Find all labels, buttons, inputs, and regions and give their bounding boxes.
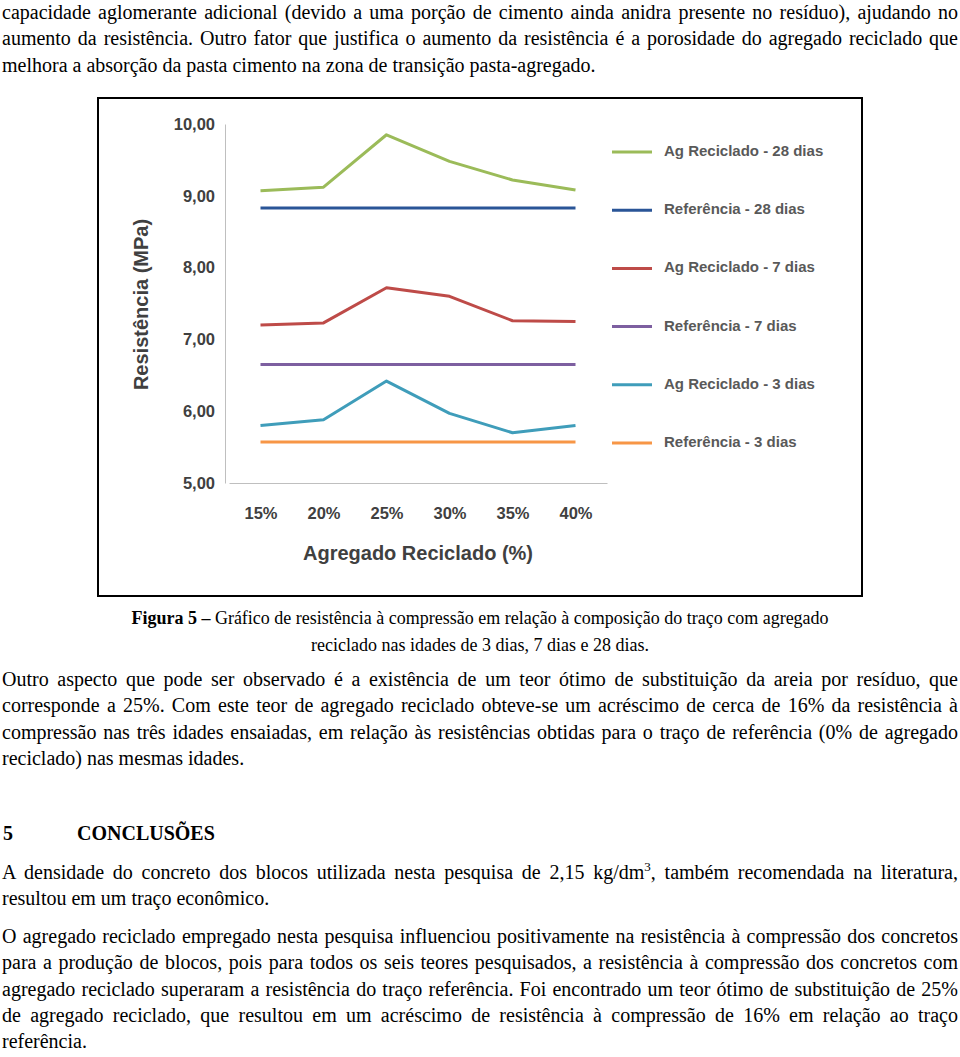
y-axis-title: Resistência (MPa) bbox=[130, 219, 152, 390]
paragraph: A densidade do concreto dos blocos utili… bbox=[2, 859, 958, 912]
x-axis: 15% 20% 25% 30% 35% 40% bbox=[230, 483, 608, 522]
legend-swatch bbox=[612, 267, 652, 270]
x-tick-label: 35% bbox=[496, 504, 529, 522]
caption: Figura 5 – Gráfico de resistência à comp… bbox=[100, 605, 860, 659]
legend-label: Ag Reciclado - 7 dias bbox=[664, 258, 815, 275]
y-tick-label: 10,00 bbox=[174, 115, 215, 133]
x-tick-label: 20% bbox=[307, 504, 340, 522]
y-tick-label: 9,00 bbox=[183, 187, 215, 205]
x-tick: 15% bbox=[244, 483, 277, 522]
caption-label: Figura 5 – bbox=[131, 608, 210, 628]
chart-frame bbox=[98, 98, 862, 596]
legend-label: Ag Reciclado - 28 dias bbox=[664, 142, 823, 159]
superscript: 3 bbox=[644, 859, 651, 874]
chart: 5,00 6,00 7,00 8,00 9,00 10,00 15% 20% 25% 30% 35%… bbox=[97, 97, 863, 597]
legend: Ag Reciclado - 28 dias Referência - 28 di… bbox=[612, 142, 823, 450]
section-number: 5 bbox=[3, 822, 13, 844]
paragraph-text: A densidade do concreto dos blocos utili… bbox=[2, 861, 644, 883]
legend-swatch bbox=[612, 151, 652, 154]
y-tick: 6,00 bbox=[183, 402, 225, 420]
y-tick: 9,00 bbox=[183, 187, 225, 205]
y-tick: 8,00 bbox=[183, 258, 225, 276]
y-tick: 7,00 bbox=[183, 330, 225, 348]
y-tick: 5,00 bbox=[183, 474, 225, 492]
paragraph: O agregado reciclado empregado nesta pes… bbox=[2, 923, 958, 1054]
y-tick: 10,00 bbox=[174, 115, 225, 133]
y-axis-line bbox=[225, 125, 226, 484]
x-tick-label: 15% bbox=[244, 504, 277, 522]
paragraph-text: O agregado reciclado empregado nesta pes… bbox=[2, 925, 958, 1052]
legend-swatch bbox=[612, 325, 652, 328]
legend-swatch bbox=[612, 209, 652, 212]
x-tick: 20% bbox=[307, 483, 340, 522]
caption-text: Gráfico de resistência à compressão em r… bbox=[215, 608, 829, 655]
y-tick-label: 6,00 bbox=[183, 402, 215, 420]
x-tick-label: 40% bbox=[559, 504, 592, 522]
y-tick-label: 5,00 bbox=[183, 474, 215, 492]
x-tick-label: 25% bbox=[370, 504, 403, 522]
y-tick-label: 7,00 bbox=[183, 330, 215, 348]
legend-label: Referência - 28 dias bbox=[664, 200, 805, 217]
y-axis: 5,00 6,00 7,00 8,00 9,00 10,00 bbox=[174, 115, 226, 492]
series-line bbox=[261, 288, 576, 325]
x-tick-label: 30% bbox=[433, 504, 466, 522]
series-line bbox=[261, 363, 576, 366]
section-heading: 5CONCLUSÕES bbox=[3, 820, 13, 846]
x-axis-line bbox=[230, 483, 608, 484]
x-tick: 35% bbox=[496, 483, 529, 522]
paragraph: Outro aspecto que pode ser observado é a… bbox=[2, 666, 958, 771]
series-line bbox=[261, 381, 576, 433]
legend-swatch bbox=[612, 383, 652, 386]
x-tick: 25% bbox=[370, 483, 403, 522]
series-line bbox=[261, 135, 576, 191]
legend-label: Referência - 3 dias bbox=[664, 433, 797, 450]
plot-area bbox=[261, 135, 576, 442]
legend-label: Referência - 7 dias bbox=[664, 317, 797, 334]
section-title: CONCLUSÕES bbox=[77, 820, 215, 846]
series-line bbox=[261, 441, 576, 444]
series-line bbox=[261, 207, 576, 210]
legend-label: Ag Reciclado - 3 dias bbox=[664, 375, 815, 392]
legend-swatch bbox=[612, 442, 652, 445]
x-axis-title: Agregado Reciclado (%) bbox=[303, 542, 533, 564]
x-tick: 30% bbox=[433, 483, 466, 522]
paragraph: capacidade aglomerante adicional (devido… bbox=[2, 0, 958, 78]
y-tick-label: 8,00 bbox=[183, 258, 215, 276]
x-tick: 40% bbox=[559, 483, 592, 522]
